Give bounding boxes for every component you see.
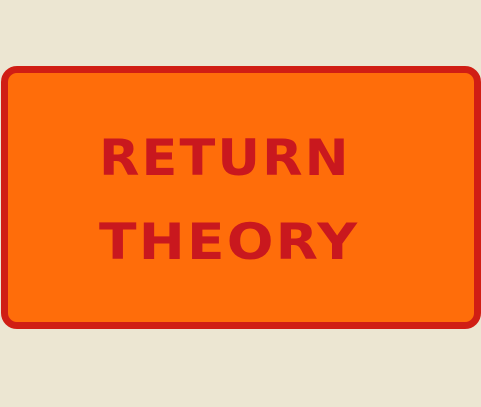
orange-sign-panel: RETURN THEORY — [1, 66, 481, 329]
title-line-2: THEORY — [99, 213, 360, 271]
title-line-1: RETURN — [99, 129, 351, 187]
sign-title: RETURN THEORY — [8, 73, 474, 322]
